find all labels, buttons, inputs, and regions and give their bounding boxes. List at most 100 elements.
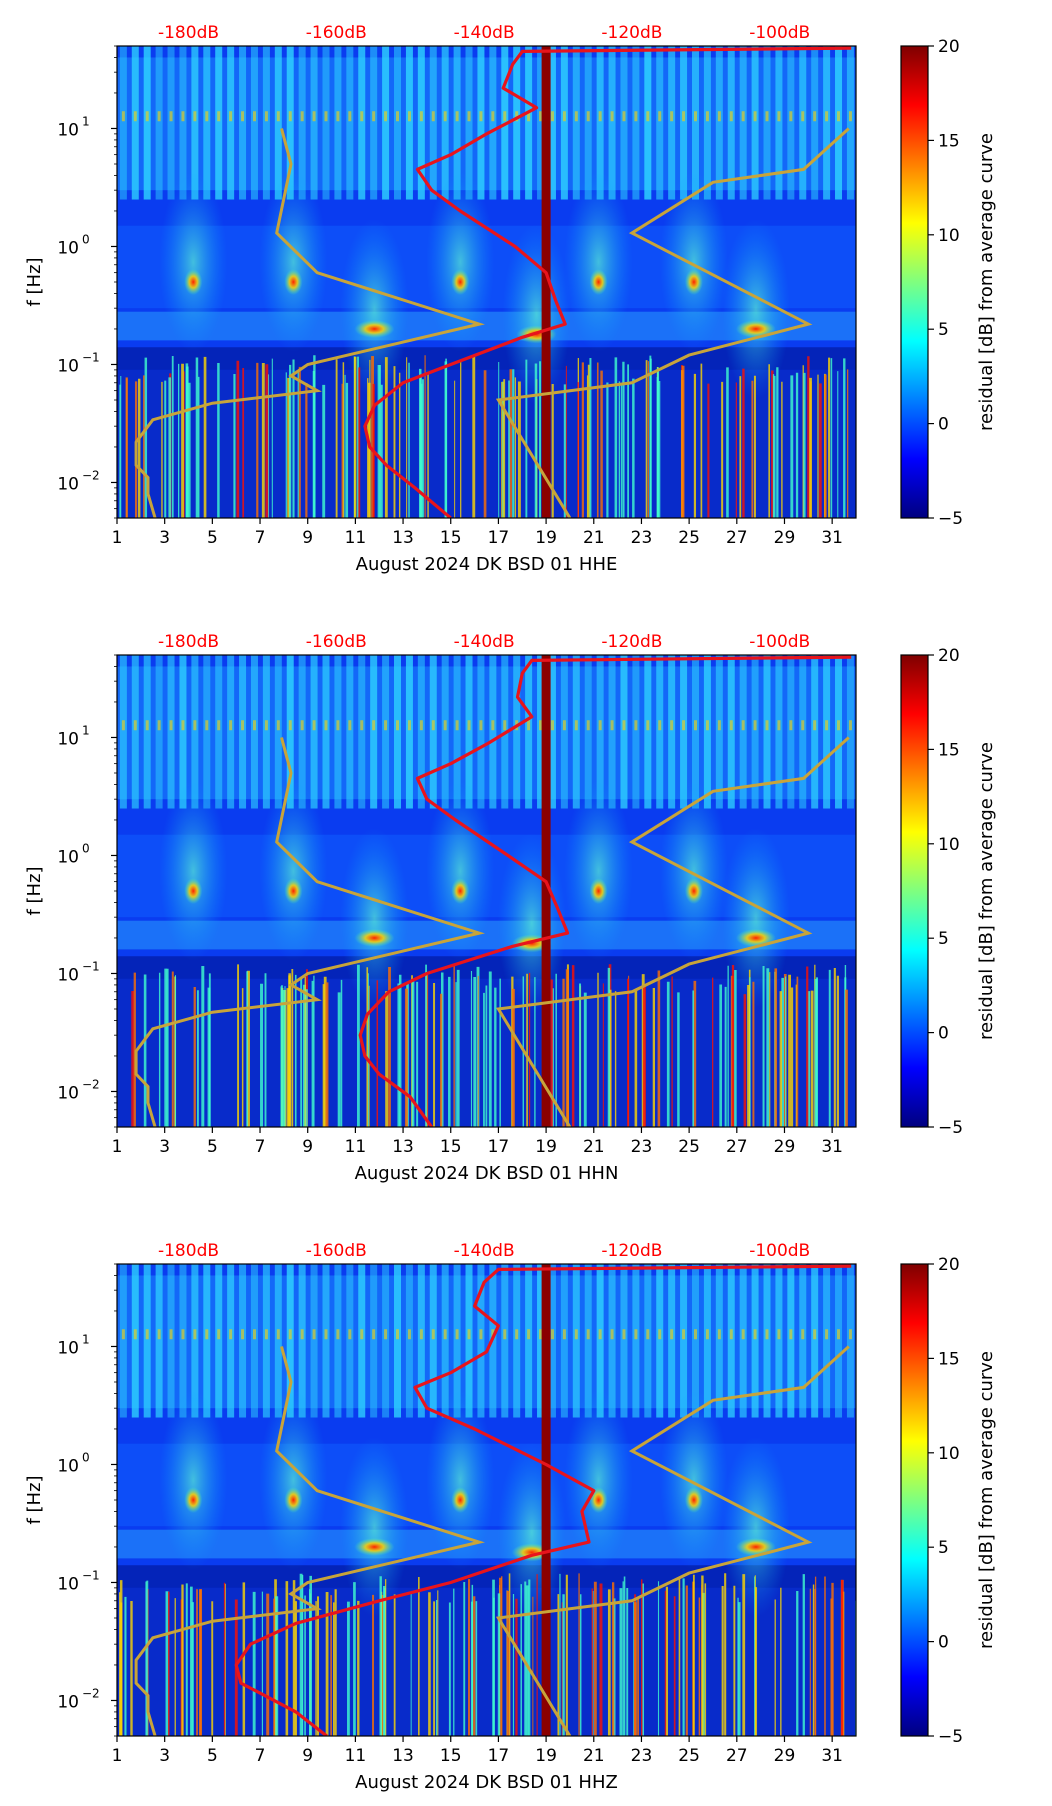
colorbar-label: residual [dB] from average curve — [976, 133, 997, 431]
x-axis-label: August 2024 DK BSD 01 HHZ — [355, 1772, 618, 1793]
dark-band — [541, 1264, 551, 1736]
colorbar-tick-label: 20 — [938, 37, 960, 57]
x-tick-label: 1 — [112, 1137, 123, 1157]
y-tick-label: 10 — [57, 1692, 79, 1712]
x-tick-label: 31 — [821, 528, 843, 548]
top-db-label: -100dB — [749, 632, 810, 652]
nlnm-curve — [134, 1346, 485, 1736]
colorbar-tick-label: 5 — [938, 929, 949, 949]
x-tick-label: 7 — [255, 1746, 266, 1766]
top-db-label: -100dB — [749, 23, 810, 43]
x-tick-label: 27 — [726, 528, 748, 548]
x-tick-label: 29 — [774, 1746, 796, 1766]
colorbar-tick-label: 10 — [938, 1444, 960, 1464]
x-tick-label: 29 — [774, 1137, 796, 1157]
colorbar-tick-label: 15 — [938, 1349, 960, 1369]
colorbar-label: residual [dB] from average curve — [976, 742, 997, 1040]
x-tick-label: 5 — [207, 1746, 218, 1766]
x-tick-label: 25 — [678, 1137, 700, 1157]
y-tick-label: 10 — [57, 1456, 79, 1476]
y-tick-label: 10 — [57, 1338, 79, 1358]
spectrogram-area — [117, 1264, 856, 1736]
colorbar-tick-label: 20 — [938, 646, 960, 666]
colorbar-tick-label: −5 — [938, 509, 963, 529]
colorbar-tick-label: 15 — [938, 131, 960, 151]
colorbar-tick-label: 0 — [938, 1024, 949, 1044]
colorbar-tick-label: 5 — [938, 1538, 949, 1558]
x-tick-label: 3 — [159, 1746, 170, 1766]
y-tick-exponent: −2 — [82, 468, 100, 482]
y-tick-exponent: 0 — [82, 841, 90, 855]
y-tick-label: 10 — [57, 1574, 79, 1594]
red-psd-curve — [363, 46, 852, 518]
x-tick-label: 25 — [678, 528, 700, 548]
x-tick-label: 17 — [488, 528, 510, 548]
y-tick-label: 10 — [57, 847, 79, 867]
top-db-label: -140dB — [454, 632, 515, 652]
top-db-label: -120dB — [601, 1241, 662, 1261]
x-axis-label: August 2024 DK BSD 01 HHE — [356, 554, 618, 575]
x-tick-label: 27 — [726, 1137, 748, 1157]
x-tick-label: 9 — [302, 1746, 313, 1766]
x-tick-label: 5 — [207, 528, 218, 548]
y-tick-exponent: 0 — [82, 232, 90, 246]
x-tick-label: 23 — [631, 1137, 653, 1157]
y-tick-label: 10 — [57, 238, 79, 258]
y-tick-exponent: 1 — [82, 1332, 90, 1346]
x-tick-label: 21 — [583, 528, 605, 548]
nlnm-curve — [134, 737, 485, 1127]
colorbar-tick-label: 15 — [938, 740, 960, 760]
nhnm-curve — [495, 1345, 850, 1736]
x-tick-label: 23 — [631, 528, 653, 548]
x-tick-label: 31 — [821, 1137, 843, 1157]
nhnm-curve — [495, 127, 850, 518]
x-tick-label: 29 — [774, 528, 796, 548]
x-tick-label: 31 — [821, 1746, 843, 1766]
top-db-label: -180dB — [158, 23, 219, 43]
colorbar-label: residual [dB] from average curve — [976, 1351, 997, 1649]
colorbar-tick-label: −5 — [938, 1118, 963, 1138]
x-tick-label: 17 — [488, 1137, 510, 1157]
top-db-label: -120dB — [601, 632, 662, 652]
colorbar: 20 15 10 5 0 −5 residual [dB] from average cur… — [900, 37, 997, 529]
dark-band — [541, 46, 551, 518]
colorbar: 20 15 10 5 0 −5 residual [dB] from average cur… — [900, 1255, 997, 1747]
top-db-label: -120dB — [601, 23, 662, 43]
x-tick-label: 11 — [345, 528, 367, 548]
spectrogram-area — [117, 46, 856, 518]
top-db-label: -100dB — [749, 1241, 810, 1261]
x-tick-label: 13 — [392, 1137, 414, 1157]
y-tick-label: 10 — [57, 474, 79, 494]
x-tick-label: 15 — [440, 1746, 462, 1766]
top-db-label: -180dB — [158, 632, 219, 652]
x-tick-label: 15 — [440, 1137, 462, 1157]
y-tick-exponent: −1 — [82, 1568, 100, 1582]
y-tick-label: 10 — [57, 1083, 79, 1103]
x-tick-label: 11 — [345, 1137, 367, 1157]
red-psd-curve — [358, 655, 852, 1127]
colorbar-tick-label: 0 — [938, 1633, 949, 1653]
x-tick-label: 17 — [488, 1746, 510, 1766]
x-tick-label: 15 — [440, 528, 462, 548]
colorbar-tick-label: 20 — [938, 1255, 960, 1275]
x-tick-label: 5 — [207, 1137, 218, 1157]
red-psd-curve — [234, 1264, 852, 1736]
colorbar: 20 15 10 5 0 −5 residual [dB] from average cur… — [900, 646, 997, 1138]
y-tick-exponent: 1 — [82, 114, 90, 128]
y-tick-label: 10 — [57, 729, 79, 749]
y-tick-exponent: 1 — [82, 723, 90, 737]
y-tick-exponent: −1 — [82, 350, 100, 364]
x-tick-label: 1 — [112, 1746, 123, 1766]
y-tick-label: 10 — [57, 356, 79, 376]
y-tick-exponent: −2 — [82, 1077, 100, 1091]
x-tick-label: 7 — [255, 528, 266, 548]
x-tick-label: 9 — [302, 1137, 313, 1157]
y-tick-label: 10 — [57, 120, 79, 140]
x-tick-label: 19 — [535, 528, 557, 548]
x-tick-label: 1 — [112, 528, 123, 548]
nlnm-curve — [134, 128, 485, 518]
